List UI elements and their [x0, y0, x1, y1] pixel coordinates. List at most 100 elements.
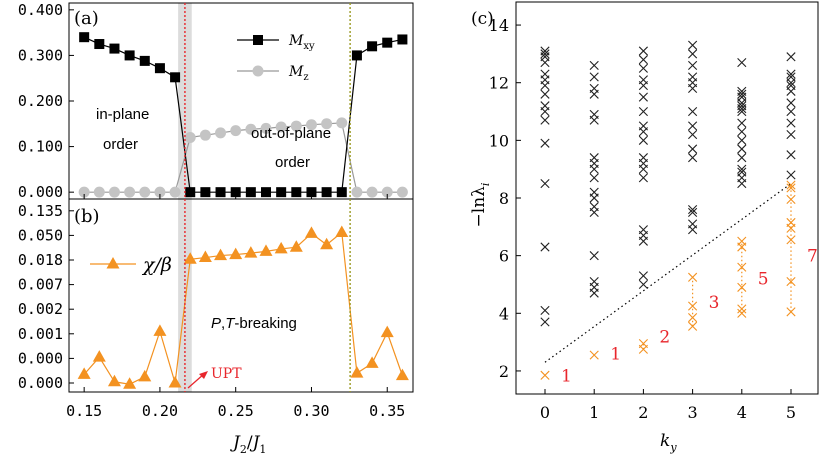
eigen-cross-black [540, 138, 550, 148]
panel-a-y-ticks: 0.000 0.100 0.200 0.300 0.400 [18, 1, 74, 201]
mxy-marker [336, 187, 347, 198]
panel-a-ytick-label: 0.400 [18, 1, 63, 19]
legend-mxy-marker [253, 35, 263, 45]
eigen-cross-orange [786, 235, 796, 245]
eigen-cross-black [589, 153, 599, 163]
panel-b-legend: χ/β [90, 254, 172, 276]
mxy-marker [382, 37, 393, 48]
mxy-marker [245, 187, 256, 198]
panel-c-xtick-label: 5 [786, 403, 796, 422]
eigen-cross-black [688, 204, 698, 215]
panel-c-points: 1 1 2 3 5 7 [540, 40, 818, 386]
eigen-cross-black [540, 317, 550, 327]
eigen-cross-black [540, 46, 550, 56]
mz-marker [290, 120, 302, 132]
panel-c-ytick-label: 2 [499, 362, 509, 381]
mxy-marker [154, 63, 165, 74]
eigen-cross-black [737, 164, 747, 174]
panel-a-series [78, 32, 408, 198]
mz-line [84, 122, 403, 193]
chi-marker [138, 369, 152, 382]
chi-marker [107, 374, 121, 387]
eigen-cross-black [786, 52, 796, 62]
legend-mxy-text: M [288, 33, 304, 49]
chi-marker [183, 252, 197, 264]
eigen-cross-black [638, 75, 648, 85]
legend-mz-text: M [288, 64, 304, 80]
degeneracy-label: 7 [807, 247, 818, 267]
eigen-cross-black [737, 135, 747, 145]
eigen-cross-black [638, 135, 648, 145]
eigen-cross-black [540, 49, 550, 59]
eigen-cross-black [589, 202, 599, 212]
mxy-marker [200, 187, 211, 198]
degeneracy-label: 3 [709, 293, 720, 313]
eigen-cross-black [638, 279, 648, 290]
eigen-cross-black [589, 72, 599, 82]
eigen-cross-black [589, 109, 599, 120]
mz-marker [381, 186, 393, 198]
eigen-cross-black [540, 101, 550, 111]
eigen-cross-black [638, 225, 648, 235]
out-of-plane-label-1: out-of-plane [251, 125, 331, 142]
eigen-cross-orange [786, 217, 796, 228]
eigen-cross-orange [737, 262, 747, 272]
pt-breaking-sep: , [221, 315, 225, 332]
eigen-cross-black [589, 60, 599, 71]
xlabel-j1: J [250, 433, 261, 453]
eigen-cross-black [688, 153, 698, 163]
chi-marker [274, 241, 288, 254]
eigen-cross-black [737, 89, 747, 99]
mz-marker [275, 121, 287, 133]
panel-c-ytick-label: 14 [489, 16, 509, 35]
panel-c-ytick-label: 6 [499, 247, 509, 266]
panel-c-xtick-label: 3 [688, 403, 698, 422]
degeneracy-label: 1 [561, 366, 572, 386]
in-plane-label-1: in-plane [96, 106, 149, 123]
panel-b: 0.000 0.000 0.001 0.002 0.007 0.018 0.050 0.135… [18, 198, 414, 393]
panel-c-ytick-label: 8 [499, 189, 509, 208]
chi-marker [380, 325, 394, 338]
eigen-cross-black [688, 121, 698, 131]
eigen-cross-black [737, 167, 747, 177]
mxy-line [83, 36, 403, 193]
xlabel-j2: J [230, 433, 241, 453]
panel-c-x-ticks: 0 1 2 3 4 5 [540, 389, 796, 422]
pt-breaking-t: T [225, 315, 236, 332]
eigen-cross-black [638, 46, 648, 56]
eigen-cross-black [688, 129, 698, 140]
mxy-marker [170, 72, 181, 83]
degeneracy-label: 2 [659, 327, 670, 347]
eigen-cross-black [688, 40, 698, 50]
degeneracy-label: 1 [610, 345, 621, 365]
eigen-cross-black [540, 305, 550, 316]
chi-marker [335, 225, 349, 237]
eigen-cross-orange [786, 180, 796, 190]
eigen-cross-black [688, 60, 698, 71]
chi-line [83, 231, 403, 385]
eigen-cross-black [786, 118, 796, 128]
eigen-cross-black [589, 276, 599, 287]
chi-marker [304, 226, 318, 238]
chi-marker [77, 367, 91, 379]
degeneracy-label: 5 [758, 270, 769, 290]
eigen-cross-black [737, 127, 747, 137]
panel-b-ytick-label: 0.001 [18, 325, 63, 343]
panel-b-xtick-label: 0.30 [293, 402, 329, 420]
panel-c-xtick-label: 1 [589, 403, 599, 422]
mz-marker [396, 186, 408, 198]
mz-marker [260, 122, 272, 134]
eigen-cross-black [786, 170, 796, 180]
eigen-cross-orange [737, 304, 747, 314]
eigen-cross-orange [540, 370, 550, 380]
panel-b-xtick-label: 0.25 [218, 402, 254, 420]
mz-marker [108, 186, 120, 198]
eigen-cross-black [737, 101, 747, 111]
mxy-marker [351, 50, 362, 61]
eigen-cross-orange [786, 183, 796, 193]
upt-arrow-shaft [187, 373, 205, 389]
eigen-cross-black [786, 150, 796, 160]
mz-marker [245, 123, 257, 135]
panel-a-legend: Mxy Mz [237, 33, 315, 83]
